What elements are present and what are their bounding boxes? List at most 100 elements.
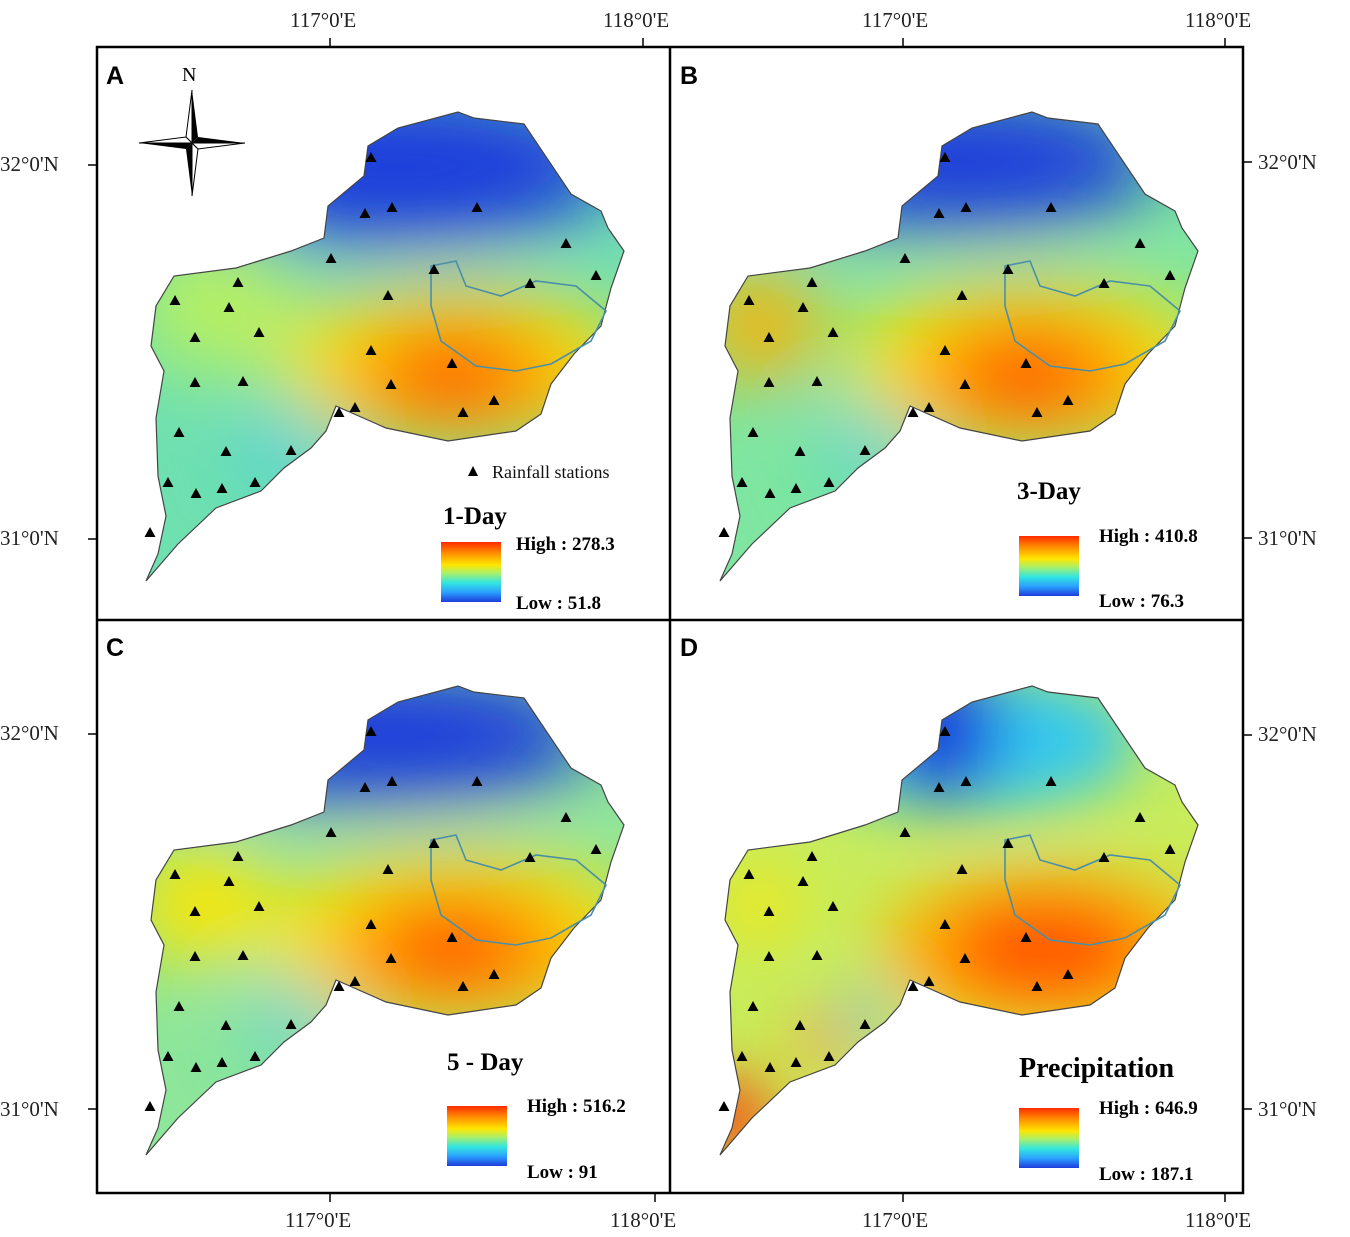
rainfall-station-marker (189, 377, 201, 387)
panel-d-label: D (680, 634, 699, 662)
lon-label-top-right-118: 118°0'E (1185, 8, 1252, 32)
rainfall-station-marker (923, 976, 935, 986)
lon-label-top-left-118: 118°0'E (603, 8, 670, 32)
station-triangle-icon (468, 466, 478, 476)
north-label: N (182, 64, 197, 86)
rainfall-station-marker (806, 277, 818, 287)
basin-border-d (719, 685, 1199, 1156)
rainfall-station-marker (907, 407, 919, 417)
rainfall-station-marker (718, 527, 730, 537)
rainfall-station-marker (560, 238, 572, 248)
rainfall-station-marker (386, 202, 398, 212)
rainfall-station-marker (382, 290, 394, 300)
rainfall-station-marker (249, 1051, 261, 1061)
rainfall-station-marker (960, 202, 972, 212)
rainfall-station-marker (797, 302, 809, 312)
rainfall-station-marker (959, 953, 971, 963)
rainfall-station-marker (349, 976, 361, 986)
rainfall-station-marker (169, 295, 181, 305)
rainfall-station-marker (1062, 395, 1074, 405)
panel-d (670, 620, 1244, 1194)
rainfall-station-marker (446, 358, 458, 368)
legend-low-d: Low : 187.1 (1099, 1164, 1194, 1185)
rainfall-station-marker (859, 1019, 871, 1029)
rainfall-station-marker (590, 844, 602, 854)
lat-label-right-32-top: 32°0'N (1258, 150, 1317, 174)
rainfall-station-marker (359, 782, 371, 792)
rainfall-station-marker (956, 864, 968, 874)
lon-label-bottom-right-118: 118°0'E (1185, 1208, 1252, 1232)
color-ramp-a (441, 542, 501, 602)
rainfall-station-marker (959, 379, 971, 389)
rainfall-station-marker (899, 253, 911, 263)
river-c (430, 834, 607, 946)
rainfall-station-marker (223, 876, 235, 886)
rainfall-station-marker (173, 427, 185, 437)
panel-c-label: C (106, 634, 125, 662)
rainfall-station-marker (144, 527, 156, 537)
rainfall-station-marker (764, 1062, 776, 1072)
rainfall-station-marker (827, 901, 839, 911)
rainfall-station-marker (359, 208, 371, 218)
rainfall-station-marker (386, 776, 398, 786)
lon-label-bottom-left-117: 117°0'E (285, 1208, 352, 1232)
basin-border-a (145, 111, 625, 582)
rainfall-station-marker (797, 876, 809, 886)
legend-title-a: 1-Day (443, 503, 507, 530)
rainfall-station-marker (923, 402, 935, 412)
rainfall-station-marker (1062, 969, 1074, 979)
rainfall-station-marker (253, 901, 265, 911)
panel-b-map (670, 46, 1244, 620)
rainfall-station-marker (960, 776, 972, 786)
rainfall-station-marker (162, 477, 174, 487)
lat-label-left-31-top: 31°0'N (0, 526, 59, 550)
legend-low-b: Low : 76.3 (1099, 591, 1184, 612)
rainfall-station-marker (1164, 844, 1176, 854)
rainfall-station-marker (333, 407, 345, 417)
river-b (1004, 260, 1181, 372)
legend-title-b: 3-Day (1017, 478, 1081, 505)
rainfall-station-marker (385, 953, 397, 963)
rainfall-station-marker (428, 838, 440, 848)
rainfall-station-marker (933, 208, 945, 218)
panel-b (670, 46, 1244, 620)
rainfall-station-marker (446, 932, 458, 942)
rainfall-station-marker (794, 1020, 806, 1030)
panel-a-label: A (106, 62, 125, 90)
rainfall-station-marker (249, 477, 261, 487)
rainfall-station-marker (1045, 776, 1057, 786)
rainfall-station-marker (764, 488, 776, 498)
rainfall-station-marker (216, 483, 228, 493)
rainfall-station-marker (190, 1062, 202, 1072)
lon-label-top-left-117: 117°0'E (290, 8, 357, 32)
rainfall-station-marker (189, 332, 201, 342)
rainfall-station-marker (1098, 278, 1110, 288)
rainfall-station-marker (939, 152, 951, 162)
lon-label-bottom-left-118: 118°0'E (610, 1208, 677, 1232)
rainfall-station-marker (794, 446, 806, 456)
river-d (1004, 834, 1181, 946)
rainfall-station-marker (907, 981, 919, 991)
rainfall-station-marker (827, 327, 839, 337)
rainfall-station-marker (190, 488, 202, 498)
lon-label-top-right-117: 117°0'E (862, 8, 929, 32)
rainfall-station-marker (382, 864, 394, 874)
rainfall-station-marker (1020, 358, 1032, 368)
rainfall-station-marker (385, 379, 397, 389)
rainfall-station-marker (457, 981, 469, 991)
rainfall-station-marker (237, 950, 249, 960)
rainfall-station-marker (285, 445, 297, 455)
rainfall-station-marker (237, 376, 249, 386)
color-ramp-d (1019, 1108, 1079, 1168)
rainfall-station-marker (590, 270, 602, 280)
rainfall-station-marker (1134, 238, 1146, 248)
legend-high-d: High : 646.9 (1099, 1098, 1198, 1119)
rainfall-station-marker (173, 1001, 185, 1011)
rainfall-station-marker (1002, 838, 1014, 848)
rainfall-station-marker (939, 726, 951, 736)
rainfall-station-marker (956, 290, 968, 300)
rainfall-station-marker (747, 1001, 759, 1011)
compass-rose-icon (138, 89, 246, 197)
rainfall-station-marker (1020, 932, 1032, 942)
